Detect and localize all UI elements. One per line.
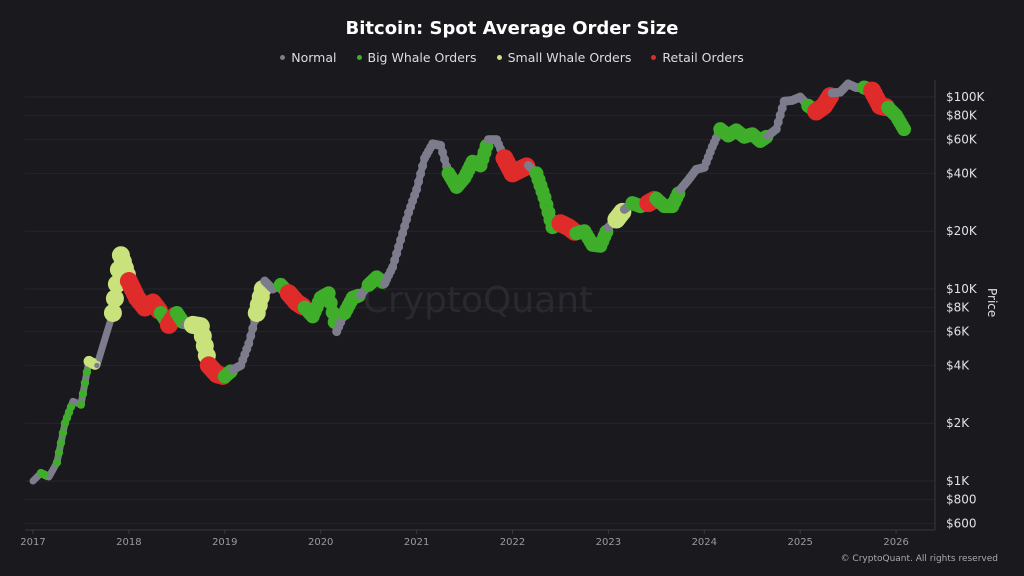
- legend-label: Small Whale Orders: [507, 50, 632, 65]
- data-point-N: [400, 221, 410, 231]
- y-tick-label: $4K: [946, 358, 970, 372]
- data-point-G: [80, 378, 90, 388]
- legend-item[interactable]: Normal: [280, 50, 337, 65]
- data-point-N: [248, 323, 258, 333]
- data-point-S: [105, 289, 124, 308]
- data-point-N: [388, 262, 398, 272]
- data-point-N: [104, 329, 110, 336]
- y-tick-label: $80K: [946, 109, 978, 123]
- data-points: [30, 79, 912, 484]
- data-point-G: [66, 402, 76, 411]
- data-point-N: [98, 349, 104, 355]
- copyright: © CryptoQuant. All rights reserved: [840, 554, 998, 564]
- data-point-N: [394, 242, 404, 252]
- data-point-N: [102, 336, 108, 342]
- y-tick-label: $600: [946, 517, 977, 531]
- legend-item[interactable]: Small Whale Orders: [496, 50, 632, 65]
- legend-marker: [651, 55, 657, 60]
- y-tick-label: $2K: [946, 416, 970, 430]
- y-tick-label: $40K: [946, 166, 978, 180]
- data-point-G: [897, 122, 912, 137]
- data-point-N: [106, 323, 112, 329]
- legend-item[interactable]: Retail Orders: [651, 50, 744, 65]
- data-point-N: [402, 214, 412, 224]
- data-point-G: [56, 438, 66, 447]
- legend-label: Big Whale Orders: [367, 50, 477, 65]
- data-point-N: [246, 331, 256, 341]
- chart-title: Bitcoin: Spot Average Order Size: [345, 18, 679, 39]
- data-point-N: [418, 161, 428, 171]
- y-tick-label: $20K: [946, 224, 978, 238]
- data-point-N: [771, 124, 781, 134]
- legend-marker: [356, 55, 362, 60]
- y-tick-label: $10K: [946, 282, 978, 296]
- data-point-G: [78, 389, 88, 398]
- data-point-N: [438, 147, 448, 157]
- data-point-N: [414, 177, 424, 187]
- data-point-N: [100, 342, 106, 349]
- y-tick-label: $6K: [946, 325, 970, 339]
- data-point-N: [392, 249, 402, 259]
- legend: Normal Big Whale Orders Small Whale Orders…: [0, 50, 1024, 65]
- data-point-N: [777, 103, 787, 113]
- y-tick-label: $60K: [946, 133, 978, 147]
- data-point-N: [244, 339, 254, 349]
- data-point-G: [52, 458, 62, 467]
- legend-marker: [280, 55, 286, 60]
- data-point-N: [398, 228, 408, 238]
- data-point-N: [440, 154, 450, 164]
- x-tick-label: 2026: [883, 537, 908, 548]
- y-tick-label: $100K: [946, 90, 986, 104]
- data-point-G: [76, 400, 86, 409]
- y-tick-label: $8K: [946, 301, 970, 315]
- data-point-N: [775, 110, 785, 120]
- legend-marker: [496, 55, 502, 60]
- y-tick-label: $1K: [946, 474, 970, 488]
- data-point-N: [412, 184, 422, 194]
- data-point-N: [773, 117, 783, 127]
- watermark: CryptoQuant: [363, 280, 593, 321]
- data-point-N: [94, 362, 100, 369]
- x-tick-label: 2025: [787, 537, 812, 548]
- x-tick-label: 2018: [116, 537, 141, 548]
- data-point-G: [58, 428, 68, 438]
- data-point-N: [416, 169, 426, 179]
- y-axis-title: Price: [985, 288, 999, 317]
- data-point-G: [82, 367, 92, 377]
- legend-label: Retail Orders: [662, 50, 744, 65]
- data-point-N: [390, 255, 400, 265]
- data-point-G: [54, 448, 64, 457]
- x-tick-label: 2024: [692, 537, 717, 548]
- data-point-S: [103, 303, 122, 322]
- y-tick-label: $800: [946, 493, 977, 507]
- x-tick-label: 2017: [20, 537, 45, 548]
- x-tick-label: 2023: [596, 537, 621, 548]
- x-tick-label: 2019: [212, 537, 237, 548]
- data-point-N: [396, 235, 406, 245]
- legend-item[interactable]: Big Whale Orders: [356, 50, 477, 65]
- x-tick-label: 2021: [404, 537, 429, 548]
- data-point-N: [436, 140, 446, 150]
- legend-label: Normal: [291, 50, 337, 65]
- x-tick-label: 2020: [308, 537, 333, 548]
- data-point-N: [96, 356, 102, 362]
- x-tick-label: 2022: [500, 537, 525, 548]
